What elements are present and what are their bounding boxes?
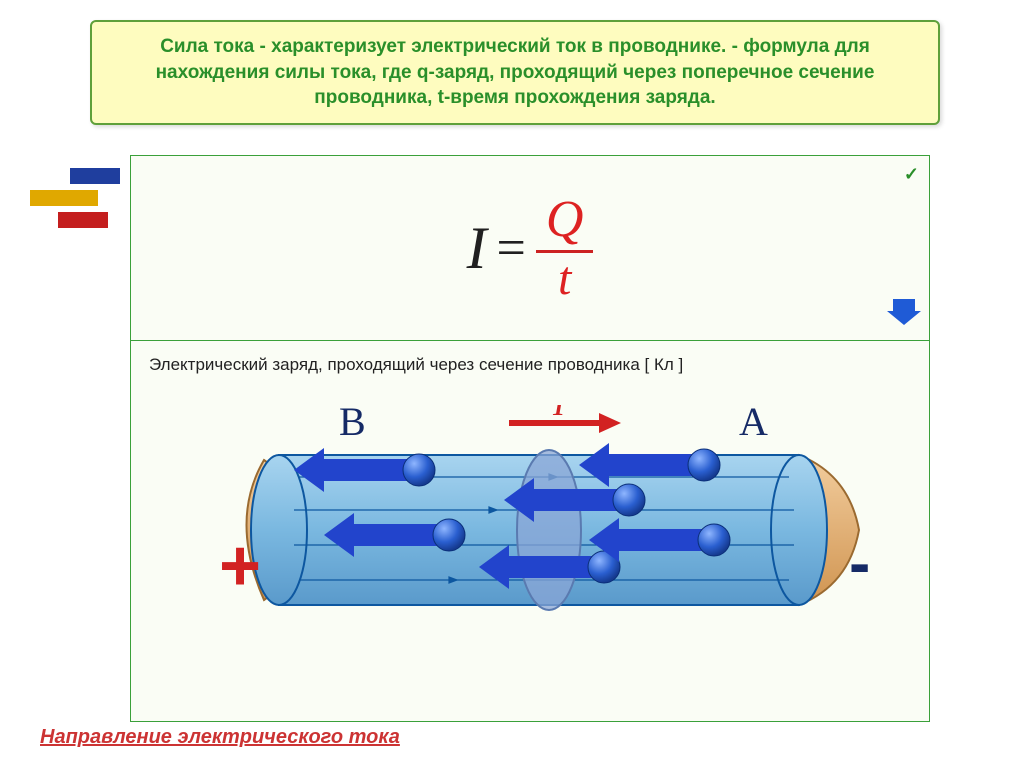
conductor-diagram: I B A [149,405,911,705]
label-a: A [739,405,768,444]
current-arrow: I [509,405,621,433]
formula-numerator: Q [536,194,594,250]
plus-sign: + [219,526,261,606]
label-b: B [339,405,366,444]
minus-sign: - [849,527,870,599]
formula-denominator: t [558,253,571,303]
deco-bar-yellow [30,190,98,206]
diagram-section: Электрический заряд, проходящий через се… [131,341,929,721]
diagram-caption: Электрический заряд, проходящий через се… [149,355,911,375]
formula: I = Q t [467,194,594,303]
direction-link[interactable]: Направление электрического тока [40,726,400,749]
deco-bar-blue [70,168,120,184]
definition-box: Сила тока - характеризует электрический … [90,20,940,125]
main-panel: ✓ I = Q t Электрический заряд, проходящи… [130,155,930,722]
current-label: I [552,405,567,423]
expand-down-icon[interactable] [887,293,921,332]
deco-bar-red [58,212,108,228]
formula-section: ✓ I = Q t [131,156,929,341]
decorative-bars [30,150,120,235]
formula-lhs: I [467,214,487,283]
cross-section [517,450,581,610]
formula-fraction: Q t [536,194,594,303]
formula-equals: = [497,219,526,278]
check-icon: ✓ [904,164,919,185]
definition-text: Сила тока - характеризует электрический … [112,34,918,111]
